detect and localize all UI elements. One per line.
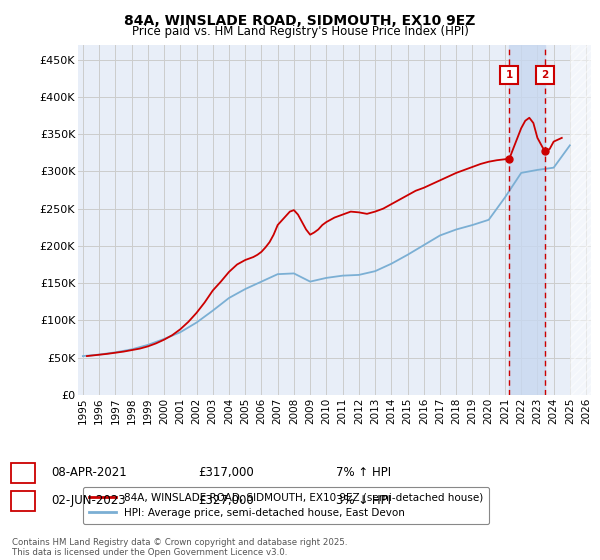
Bar — [509, 45, 545, 395]
Bar — [570, 45, 594, 395]
Text: £327,000: £327,000 — [198, 494, 254, 507]
Text: 02-JUN-2023: 02-JUN-2023 — [51, 494, 125, 507]
Text: £317,000: £317,000 — [198, 466, 254, 479]
Text: 2: 2 — [541, 69, 548, 80]
Legend: 84A, WINSLADE ROAD, SIDMOUTH, EX10 9EZ (semi-detached house), HPI: Average price: 84A, WINSLADE ROAD, SIDMOUTH, EX10 9EZ (… — [83, 487, 490, 524]
Text: Price paid vs. HM Land Registry's House Price Index (HPI): Price paid vs. HM Land Registry's House … — [131, 25, 469, 38]
Text: 3% ↓ HPI: 3% ↓ HPI — [336, 494, 391, 507]
Text: 1: 1 — [19, 466, 28, 479]
Text: 1: 1 — [506, 69, 513, 80]
Text: 08-APR-2021: 08-APR-2021 — [51, 466, 127, 479]
Text: 7% ↑ HPI: 7% ↑ HPI — [336, 466, 391, 479]
Text: Contains HM Land Registry data © Crown copyright and database right 2025.
This d: Contains HM Land Registry data © Crown c… — [12, 538, 347, 557]
Text: 84A, WINSLADE ROAD, SIDMOUTH, EX10 9EZ: 84A, WINSLADE ROAD, SIDMOUTH, EX10 9EZ — [124, 14, 476, 28]
Text: 2: 2 — [19, 494, 28, 507]
